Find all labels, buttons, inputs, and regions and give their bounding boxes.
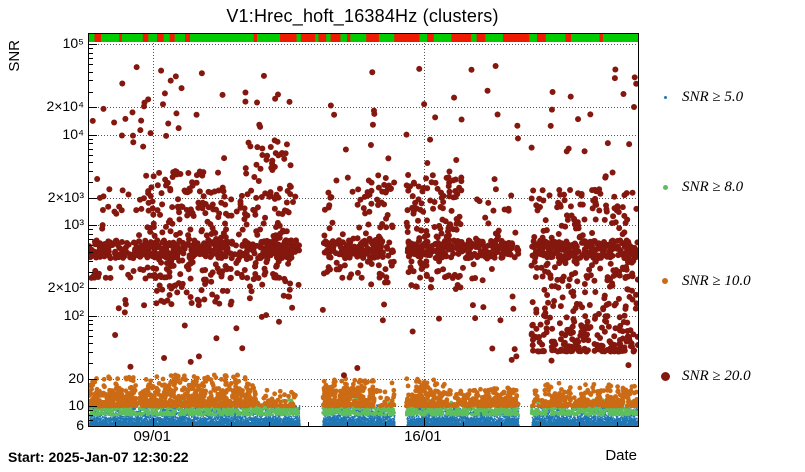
x-tick-label: 09/01 (133, 428, 171, 445)
legend-item-snr-20: SNR ≥ 20.0 (657, 367, 751, 385)
legend-label-snr-8: SNR ≥ 8.0 (682, 178, 744, 195)
legend: SNR ≥ 5.0 SNR ≥ 8.0 SNR ≥ 10.0 SNR ≥ 20.… (657, 33, 803, 425)
y-tick-label: 20 (68, 369, 84, 386)
start-timestamp: Start: 2025-Jan-07 12:30:22 (8, 449, 189, 465)
y-tick-label: 10² (63, 306, 84, 323)
x-axis-title: Date (605, 447, 637, 464)
legend-marker-snr-8-icon (657, 179, 673, 195)
legend-marker-snr-10-icon (657, 273, 673, 289)
plot-area (88, 33, 639, 427)
legend-marker-snr-5-icon (657, 89, 673, 105)
legend-item-snr-5: SNR ≥ 5.0 (657, 88, 743, 106)
legend-label-snr-5: SNR ≥ 5.0 (682, 88, 744, 105)
legend-item-snr-10: SNR ≥ 10.0 (657, 272, 751, 290)
y-tick-label: 10³ (63, 216, 84, 233)
y-tick-label: 6 (76, 417, 84, 433)
legend-item-snr-8: SNR ≥ 8.0 (657, 178, 743, 196)
legend-marker-snr-20-icon (657, 368, 673, 384)
y-tick-label: 2×10³ (47, 188, 84, 205)
y-tick-label: 2×10⁴ (46, 98, 84, 115)
x-tick-label: 16/01 (404, 428, 442, 445)
y-tick-label: 2×10² (47, 279, 84, 296)
legend-label-snr-10: SNR ≥ 10.0 (682, 272, 751, 289)
scatter-canvas (89, 34, 638, 426)
legend-label-snr-20: SNR ≥ 20.0 (682, 367, 751, 384)
y-tick-label: 10⁴ (62, 125, 84, 142)
chart-title: V1:Hrec_hoft_16384Hz (clusters) (226, 6, 499, 26)
y-tick-label: 10⁵ (62, 35, 84, 52)
y-tick-label: 10 (68, 396, 84, 413)
